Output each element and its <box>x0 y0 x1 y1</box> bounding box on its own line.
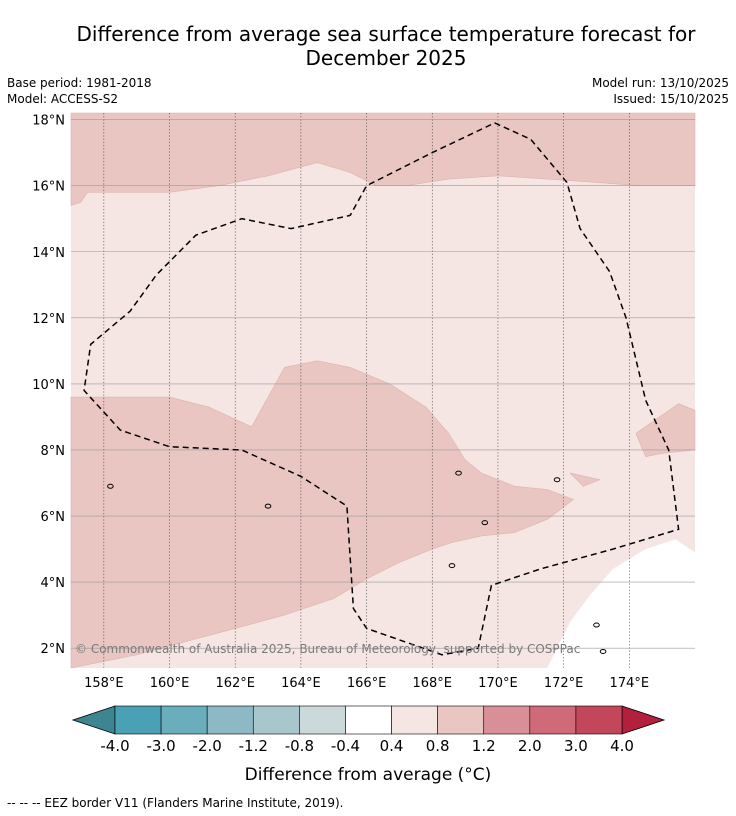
colorbar-tick-label-1: -3.0 <box>146 737 175 755</box>
eez-border-line <box>83 122 680 656</box>
island-kosrae <box>455 470 462 476</box>
colorbar-bin-2 <box>206 705 254 735</box>
colorbar-bin-10 <box>575 705 623 735</box>
colorbar-tick-label-2: -2.0 <box>193 737 222 755</box>
colorbar-bin-5 <box>345 705 392 735</box>
colorbar-tick-label-0: -4.0 <box>100 737 129 755</box>
colorbar-bin-8 <box>483 705 531 735</box>
chart-title-line-2: December 2025 <box>305 46 467 70</box>
island-layer <box>107 470 607 654</box>
island-majuro <box>553 477 561 483</box>
anomaly-0.8-to-1.2-central <box>70 360 575 669</box>
x-tick-label-0: 158°E <box>84 676 124 691</box>
base-period: Base period: 1981-2018 <box>7 76 152 90</box>
y-tick-label-1: 4°N <box>41 576 66 591</box>
model-run: Model run: 13/10/2025 <box>591 76 729 90</box>
x-tick-label-4: 166°E <box>347 676 387 691</box>
island-arno <box>481 520 489 526</box>
x-tick-label-5: 168°E <box>412 676 452 691</box>
x-tick-label-2: 162°E <box>215 676 255 691</box>
colorbar-label: Difference from average (°C) <box>245 765 492 785</box>
island-abaiang <box>599 648 607 654</box>
copyright-notice: © Commonwealth of Australia 2025, Bureau… <box>75 642 580 656</box>
x-tick-label-1: 160°E <box>150 676 190 691</box>
colorbar-tick-label-6: 0.4 <box>380 737 404 755</box>
island-tarawa <box>593 622 600 628</box>
x-tick-label-8: 174°E <box>610 676 650 691</box>
model-name: Model: ACCESS-S2 <box>7 92 119 106</box>
island-jaluit <box>448 563 456 569</box>
y-tick-label-2: 6°N <box>41 510 66 525</box>
x-tick-label-3: 164°E <box>281 676 321 691</box>
colorbar-bin-6 <box>391 705 438 735</box>
x-tick-label-6: 170°E <box>478 676 518 691</box>
colorbar-bin-9 <box>529 705 577 735</box>
colorbar-bin-4 <box>299 705 346 735</box>
colorbar-tick-label-11: 4.0 <box>610 737 634 755</box>
chart-title: Difference from average sea surface temp… <box>0 22 736 70</box>
colorbar: -4.0 -3.0 -2.0 -1.2 -0.8 -0.4 0.4 0.8 1.2 2.0 3.0 4… <box>71 705 666 755</box>
y-tick-label-8: 18°N <box>32 114 65 129</box>
below-0.4-south-east <box>547 539 695 668</box>
y-tick-label-5: 12°N <box>32 312 65 327</box>
x-tick-label-7: 172°E <box>544 676 584 691</box>
y-tick-label-7: 16°N <box>32 180 65 195</box>
chart-title-line-1: Difference from average sea surface temp… <box>76 22 696 46</box>
issued-date: Issued: 15/10/2025 <box>613 92 729 106</box>
y-tick-label-3: 8°N <box>41 444 66 459</box>
colorbar-over-arrow <box>621 705 666 735</box>
island-pingelap <box>264 503 272 509</box>
grid-layer <box>71 113 695 668</box>
map-layer <box>70 112 696 669</box>
anomaly-0.8-to-1.2-north <box>70 112 696 206</box>
eez-layer <box>83 122 680 656</box>
y-tick-label-0: 2°N <box>41 642 66 657</box>
colorbar-tick-label-5: -0.4 <box>331 737 360 755</box>
colorbar-bin-1 <box>160 705 208 735</box>
colorbar-bin-3 <box>252 705 300 735</box>
y-tick-label-6: 14°N <box>32 246 65 261</box>
colorbar-tick-label-3: -1.2 <box>239 737 268 755</box>
eez-footnote: -- -- -- EEZ border V11 (Flanders Marine… <box>7 796 344 810</box>
colorbar-tick-label-4: -0.8 <box>285 737 314 755</box>
y-tick-label-4: 10°N <box>32 378 65 393</box>
colorbar-tick-label-9: 2.0 <box>518 737 542 755</box>
colorbar-tick-label-7: 0.8 <box>426 737 450 755</box>
colorbar-bin-7 <box>437 705 485 735</box>
metadata-right: Model run: 13/10/2025 Issued: 15/10/2025 <box>592 75 729 107</box>
anomaly-0.8-to-1.2-patch <box>569 472 601 487</box>
colorbar-under-arrow <box>71 705 116 735</box>
colorbar-tick-label-10: 3.0 <box>564 737 588 755</box>
metadata-left: Base period: 1981-2018 Model: ACCESS-S2 <box>7 75 152 107</box>
island-mokil <box>107 483 114 489</box>
axis-layer: 158°E 160°E 162°E 164°E 166°E 168°E 170°E 172°E… <box>32 114 649 691</box>
colorbar-tick-label-8: 1.2 <box>472 737 496 755</box>
colorbar-bin-0 <box>114 705 162 735</box>
